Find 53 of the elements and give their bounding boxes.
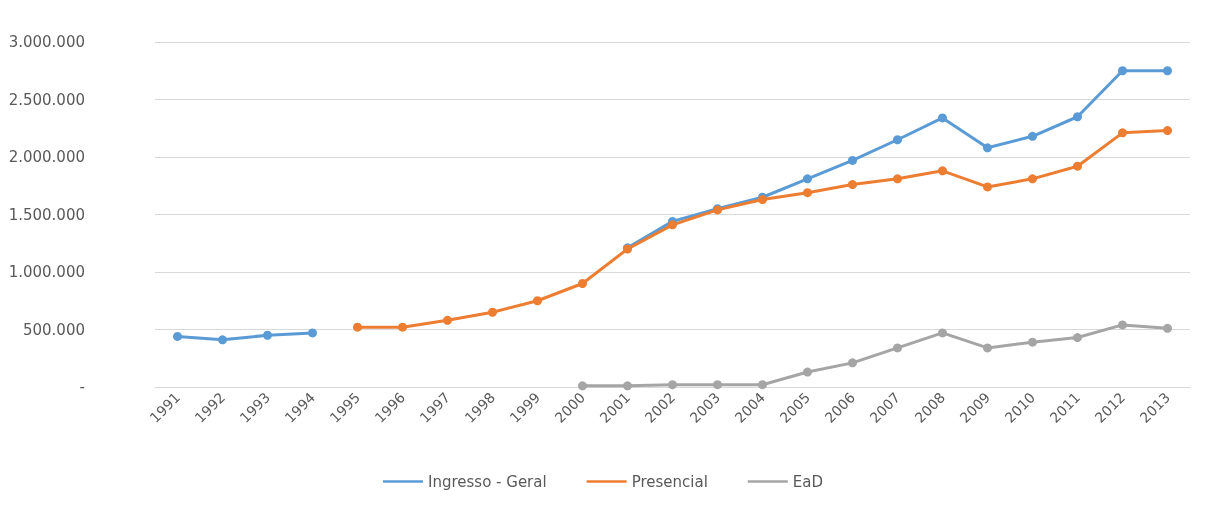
- y-tick-label: 1.000.000: [8, 263, 85, 281]
- legend-label: EaD: [792, 472, 824, 491]
- y-tick-label: 2.500.000: [8, 90, 85, 109]
- point: [668, 380, 677, 390]
- legend-label: Presencial: [631, 472, 708, 491]
- point: [938, 113, 947, 123]
- point: [308, 328, 317, 338]
- point: [1028, 337, 1037, 347]
- point: [848, 358, 857, 368]
- legend-label: Ingresso - Geral: [427, 472, 547, 491]
- point: [578, 381, 587, 391]
- point: [1163, 323, 1172, 333]
- y-tick-label: 2.000.000: [8, 148, 85, 166]
- point: [1163, 66, 1172, 76]
- point: [578, 279, 587, 288]
- y-tick-label: -: [79, 378, 85, 396]
- point: [1118, 128, 1127, 138]
- point: [983, 343, 992, 353]
- point: [938, 328, 947, 338]
- point: [218, 335, 227, 345]
- y-tick-label: 3.000.000: [8, 33, 85, 51]
- point: [1118, 66, 1127, 76]
- point: [1028, 131, 1037, 141]
- point: [893, 174, 902, 184]
- point: [1028, 174, 1037, 184]
- point: [443, 315, 452, 325]
- point: [758, 380, 767, 390]
- point: [803, 188, 812, 198]
- point: [848, 155, 857, 165]
- point: [983, 143, 992, 153]
- point: [533, 296, 542, 306]
- point: [983, 182, 992, 192]
- point: [1118, 320, 1127, 330]
- point: [1073, 161, 1082, 171]
- point: [263, 330, 272, 340]
- point: [668, 220, 677, 230]
- point: [803, 174, 812, 184]
- point: [353, 322, 362, 332]
- point: [713, 380, 722, 390]
- point: [893, 343, 902, 353]
- point: [623, 381, 632, 391]
- point: [398, 322, 407, 332]
- point: [893, 135, 902, 145]
- point: [848, 180, 857, 190]
- y-tick-label: 1.500.000: [8, 205, 85, 224]
- point: [1163, 126, 1172, 136]
- point: [1073, 112, 1082, 122]
- point: [488, 307, 497, 317]
- y-tick-label: 500.000: [22, 320, 85, 339]
- point: [173, 331, 182, 341]
- point: [1073, 333, 1082, 343]
- point: [938, 166, 947, 176]
- point: [803, 367, 812, 377]
